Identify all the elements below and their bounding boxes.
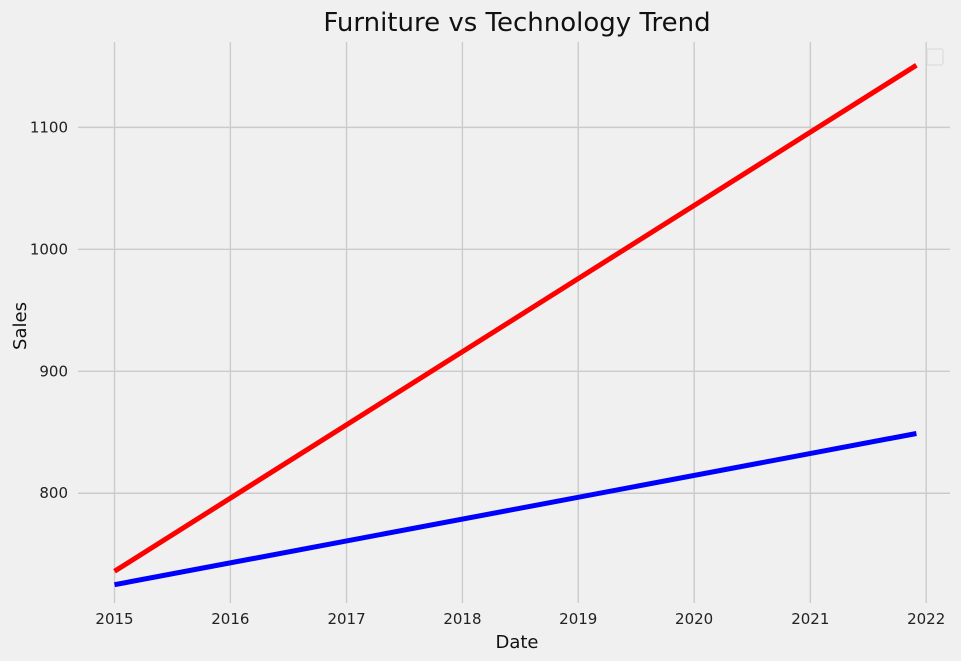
x-tick-label: 2015: [95, 610, 133, 628]
y-tick-label: 900: [39, 362, 68, 380]
x-tick-label: 2022: [907, 610, 945, 628]
legend-box: [926, 48, 944, 66]
x-tick-label: 2017: [327, 610, 365, 628]
grid: [78, 42, 950, 603]
x-tick-label: 2018: [443, 610, 481, 628]
chart-title: Furniture vs Technology Trend: [323, 8, 710, 38]
series-line-1: [114, 431, 917, 588]
x-tick-label: 2021: [791, 610, 829, 628]
tick-labels: 2015 2016 2017 2018 2019 2020 2021 2022 800 900 10…: [30, 118, 945, 628]
y-tick-label: 1100: [30, 118, 68, 136]
x-tick-label: 2019: [559, 610, 597, 628]
y-tick-label: 800: [39, 484, 68, 502]
series-line-0: [113, 63, 918, 574]
x-tick-label: 2020: [675, 610, 713, 628]
plot-area: [113, 63, 918, 588]
x-tick-label: 2016: [211, 610, 249, 628]
y-axis-label: Sales: [10, 302, 31, 350]
x-axis-label: Date: [495, 632, 538, 653]
y-tick-label: 1000: [30, 240, 68, 258]
